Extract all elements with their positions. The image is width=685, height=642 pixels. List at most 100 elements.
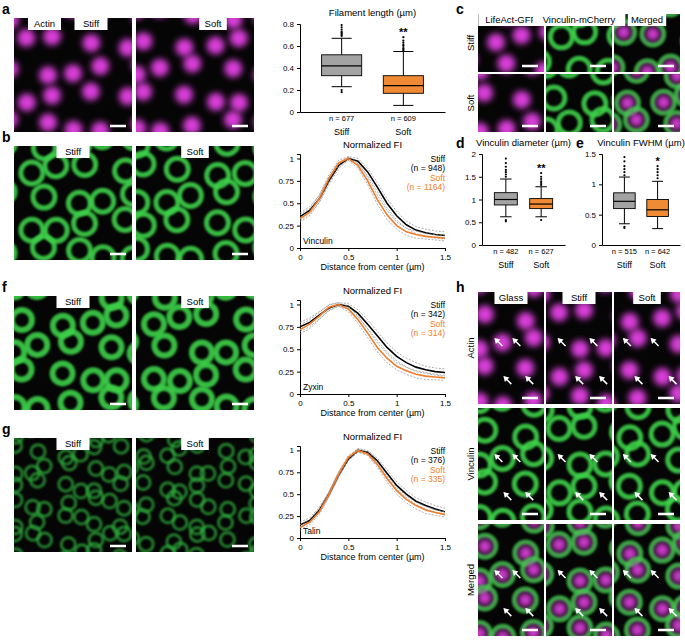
- adhesion-ring: [103, 494, 117, 508]
- adhesion-ring: [595, 453, 612, 475]
- actin-spot: [478, 392, 488, 404]
- series-line: [300, 158, 445, 238]
- adhesion-ring: [653, 91, 675, 113]
- error-lower: [300, 160, 445, 239]
- adhesion-ring: [115, 160, 132, 182]
- image-label: Merged: [631, 14, 663, 25]
- actin-spot: [184, 18, 202, 24]
- y-tick-label: 0: [290, 390, 295, 399]
- actin-spot: [14, 18, 19, 29]
- y-axis-line: [297, 25, 301, 113]
- actin-spot: [478, 122, 489, 132]
- legend-note: (n = 948): [411, 163, 445, 173]
- adhesion-ring: [548, 417, 570, 439]
- adhesion-ring: [123, 146, 132, 149]
- y-tick: 1: [472, 196, 482, 205]
- image-panel: [546, 292, 612, 404]
- adhesion-ring: [674, 416, 680, 438]
- adhesion-ring: [550, 26, 572, 48]
- x-axis-line: [301, 539, 446, 542]
- adhesion-ring: [478, 587, 496, 609]
- y-tick: 0: [592, 241, 602, 250]
- y-axis-line: [297, 447, 301, 539]
- image-label: Vinculin-mCherry: [543, 14, 616, 25]
- actin-spot: [496, 630, 510, 636]
- adhesion-ring: [173, 516, 187, 530]
- actin-spot: [151, 122, 169, 132]
- adhesion-ring: [53, 363, 73, 383]
- actin-spot: [573, 574, 587, 588]
- adhesion-ring: [14, 310, 32, 330]
- y-tick-label: 0: [290, 534, 295, 543]
- scale-bar: [590, 397, 606, 400]
- scale-bar: [522, 65, 538, 68]
- image-label: LifeAct-GFP: [485, 14, 537, 25]
- adhesion-ring: [136, 153, 154, 175]
- y-tick-label: 1: [472, 196, 477, 205]
- outlier: [623, 160, 625, 162]
- y-tick-label: 0.25: [278, 368, 294, 377]
- adhesion-ring: [546, 51, 549, 72]
- adhesion-ring: [155, 296, 175, 308]
- adhesion-ring: [167, 491, 181, 505]
- arrow-shaft: [576, 609, 583, 616]
- panel-letter: e: [576, 135, 584, 151]
- adhesion-ring: [14, 296, 24, 297]
- adhesion-ring: [14, 242, 15, 260]
- arrow-head: [494, 454, 500, 460]
- arrow-shaft: [600, 377, 607, 384]
- adhesion-ring: [117, 527, 131, 541]
- label-box: [57, 146, 90, 158]
- adhesion-ring: [491, 524, 513, 525]
- image-label: Stiff: [65, 438, 82, 449]
- outlier: [341, 28, 343, 30]
- adhesion-ring: [59, 509, 73, 523]
- arrow-shaft: [635, 377, 642, 384]
- adhesion-ring: [114, 477, 128, 491]
- y-tick: 0.75: [278, 468, 300, 477]
- whisker-low: [624, 209, 625, 224]
- arrow-head: [589, 454, 595, 460]
- arrow-shaft: [624, 455, 631, 462]
- x-tick: 0: [298, 538, 303, 552]
- scale-bar: [658, 513, 674, 516]
- outlier: [402, 47, 404, 49]
- adhesion-ring: [514, 473, 536, 495]
- image-panel: [478, 408, 544, 520]
- legend-note: (n = 342): [411, 309, 445, 319]
- adhesion-ring: [478, 622, 490, 636]
- x-tick-label: 1.5: [440, 253, 452, 262]
- actin-spot: [119, 87, 132, 105]
- image-panel: [546, 524, 612, 636]
- y-tick-label: 0.5: [283, 345, 295, 354]
- arrow-shaft: [513, 339, 520, 346]
- error-lower: [300, 306, 445, 380]
- x-tick-mark: [348, 394, 349, 397]
- label-box: [75, 18, 108, 30]
- arrow-shaft: [526, 493, 533, 500]
- arrow-head: [634, 608, 640, 614]
- whisker-low: [403, 93, 404, 105]
- arrow-shaft: [576, 493, 583, 500]
- actin-spot: [630, 74, 644, 77]
- scale-bar: [522, 397, 538, 400]
- actin-spot: [670, 74, 680, 83]
- arrow-head: [525, 492, 531, 498]
- arrow-head: [575, 492, 581, 498]
- y-tick: 1.5: [585, 150, 602, 159]
- image-label: Stiff: [65, 296, 82, 307]
- adhesion-ring: [478, 506, 490, 520]
- adhesion-ring: [168, 460, 182, 474]
- image-background: [14, 18, 132, 132]
- adhesion-ring: [642, 23, 664, 45]
- y-tick-mark: [479, 245, 482, 246]
- adhesion-ring: [192, 343, 212, 363]
- arrow-shaft: [600, 609, 607, 616]
- actin-spot: [646, 27, 660, 41]
- adhesion-ring: [569, 617, 591, 636]
- y-tick-mark: [297, 372, 300, 373]
- scale-bar: [658, 65, 674, 68]
- arrow-head: [651, 570, 657, 576]
- whisker-cap: [332, 38, 352, 39]
- actin-spot: [653, 309, 671, 327]
